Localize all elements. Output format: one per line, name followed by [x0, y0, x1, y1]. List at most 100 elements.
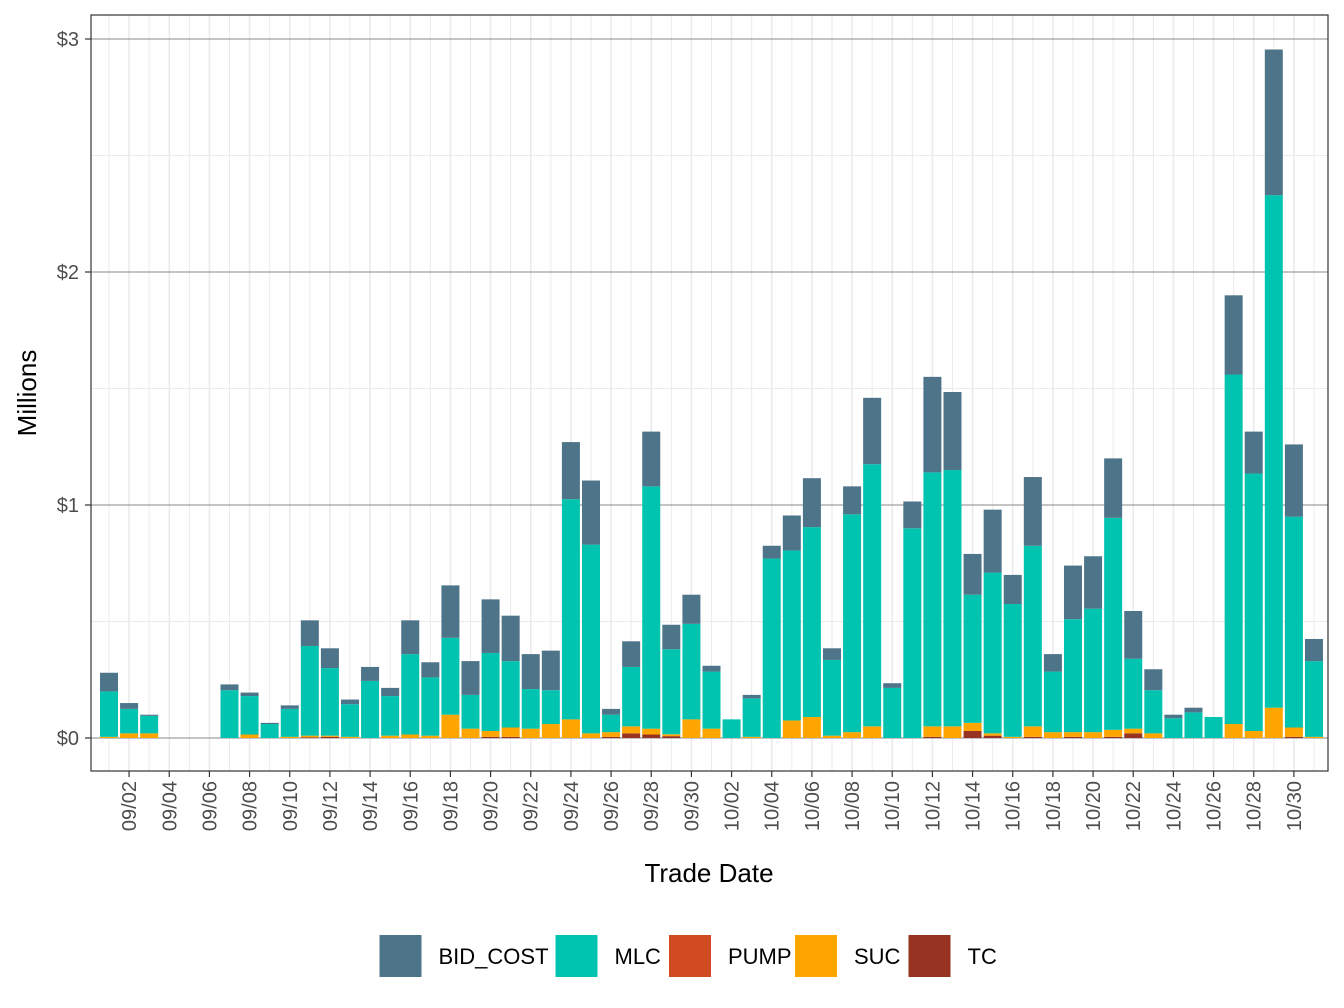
bar-bid-cost-09-10: [280, 705, 299, 709]
bar-tc-09-12: [320, 736, 339, 738]
bar-bid-cost-09-30: [682, 594, 701, 624]
bar-suc-09-15: [381, 735, 400, 738]
bar-suc-09-27: [622, 726, 641, 734]
bar-mlc-10-28: [1244, 473, 1263, 732]
x-tick-label: 09/14: [360, 781, 382, 831]
bar-tc-10-15: [983, 735, 1002, 738]
bar-tc-10-19: [1063, 736, 1082, 738]
bar-suc-10-14: [963, 722, 982, 732]
x-tick-label: 10/18: [1043, 781, 1065, 831]
bar-mlc-10-08: [843, 514, 862, 733]
bar-suc-10-12: [923, 726, 942, 737]
bar-bid-cost-09-21: [501, 615, 520, 662]
legend-item-suc: SUC: [795, 935, 901, 977]
bar-bid-cost-10-08: [843, 486, 862, 515]
bar-suc-10-05: [782, 720, 801, 738]
bar-bid-cost-10-10: [883, 683, 902, 688]
bar-tc-09-27: [622, 733, 641, 738]
bar-bid-cost-09-20: [481, 599, 500, 653]
bar-mlc-09-18: [441, 637, 460, 715]
x-tick-label: 09/16: [400, 781, 422, 831]
legend-swatch: [555, 935, 598, 977]
bar-bid-cost-10-07: [822, 648, 841, 660]
legend-label: MLC: [615, 944, 662, 969]
bar-bid-cost-09-24: [561, 442, 580, 500]
bar-mlc-10-29: [1264, 195, 1283, 708]
bar-mlc-10-12: [923, 472, 942, 727]
bar-mlc-09-16: [401, 654, 420, 735]
bar-bid-cost-09-28: [642, 431, 661, 487]
bar-mlc-09-10: [280, 708, 299, 737]
legend: BID_COST MLC PUMP SUC TC: [379, 935, 997, 977]
x-tick-label: 09/18: [440, 781, 462, 831]
bar-bid-cost-10-03: [742, 694, 761, 699]
bar-tc-09-28: [642, 734, 661, 738]
bar-bid-cost-10-17: [1023, 477, 1042, 546]
bar-mlc-09-20: [481, 652, 500, 732]
bar-mlc-09-11: [300, 645, 319, 736]
x-tick-label: 10/02: [722, 781, 744, 831]
bar-mlc-10-30: [1284, 516, 1303, 728]
legend-swatch: [908, 935, 951, 977]
x-tick-label: 09/20: [481, 781, 503, 831]
bar-bid-cost-10-01: [702, 665, 721, 672]
legend-swatch: [379, 935, 422, 977]
bar-suc-10-16: [1003, 736, 1022, 738]
bar-mlc-09-14: [361, 680, 380, 738]
bar-suc-09-29: [662, 734, 681, 737]
bar-suc-09-03: [140, 733, 159, 738]
bar-tc-09-26: [602, 736, 621, 738]
bar-suc-10-07: [822, 735, 841, 738]
bar-suc-09-18: [441, 714, 460, 738]
bar-bid-cost-10-29: [1264, 49, 1283, 196]
series-bid-cost: [100, 49, 1323, 725]
bar-mlc-10-31: [1304, 661, 1323, 737]
x-tick-label: 09/06: [199, 781, 221, 831]
bar-bid-cost-09-29: [662, 624, 681, 650]
bar-bid-cost-09-11: [300, 620, 319, 646]
x-tick-label: 10/06: [802, 781, 824, 831]
legend-label: PUMP: [728, 944, 792, 969]
x-tick-label: 10/30: [1284, 781, 1306, 831]
bar-mlc-10-03: [742, 698, 761, 737]
bar-bid-cost-09-22: [521, 654, 540, 690]
x-tick-label: 09/26: [601, 781, 623, 831]
bar-bid-cost-10-11: [903, 501, 922, 529]
x-tick-label: 10/28: [1244, 781, 1266, 831]
bar-mlc-09-03: [140, 715, 159, 734]
bar-bid-cost-10-09: [863, 397, 882, 465]
bar-suc-10-29: [1264, 707, 1283, 738]
y-tick-label: $0: [57, 728, 79, 750]
bar-bid-cost-09-03: [140, 714, 159, 716]
bar-mlc-09-23: [541, 690, 560, 725]
x-tick-label: 10/08: [842, 781, 864, 831]
x-tick-label: 09/22: [521, 781, 543, 831]
x-tick-label: 10/12: [922, 781, 944, 831]
bar-mlc-10-01: [702, 671, 721, 729]
bar-suc-10-17: [1023, 726, 1042, 737]
bar-suc-10-15: [983, 733, 1002, 736]
bar-tc-10-14: [963, 731, 982, 738]
legend-swatch: [795, 935, 837, 977]
bar-bid-cost-09-25: [581, 480, 600, 545]
bar-mlc-09-24: [561, 499, 580, 720]
bar-bid-cost-10-14: [963, 553, 982, 595]
bar-tc-10-30: [1284, 736, 1303, 738]
bar-mlc-10-24: [1164, 718, 1183, 738]
bar-bid-cost-09-01: [100, 672, 118, 692]
y-tick-label: $1: [57, 495, 79, 517]
bar-suc-09-08: [240, 734, 259, 738]
bar-mlc-10-11: [903, 528, 922, 738]
bar-mlc-10-22: [1124, 658, 1143, 729]
bar-mlc-10-09: [863, 464, 882, 727]
bar-mlc-09-07: [220, 690, 239, 738]
bar-mlc-10-16: [1003, 604, 1022, 737]
bar-suc-10-13: [943, 726, 962, 738]
bar-suc-09-13: [341, 736, 359, 738]
bar-suc-09-17: [421, 735, 440, 738]
bar-suc-09-26: [602, 732, 621, 737]
bar-suc-09-21: [501, 727, 520, 737]
bars-layer: [100, 49, 1323, 738]
bar-bid-cost-10-13: [943, 392, 962, 471]
